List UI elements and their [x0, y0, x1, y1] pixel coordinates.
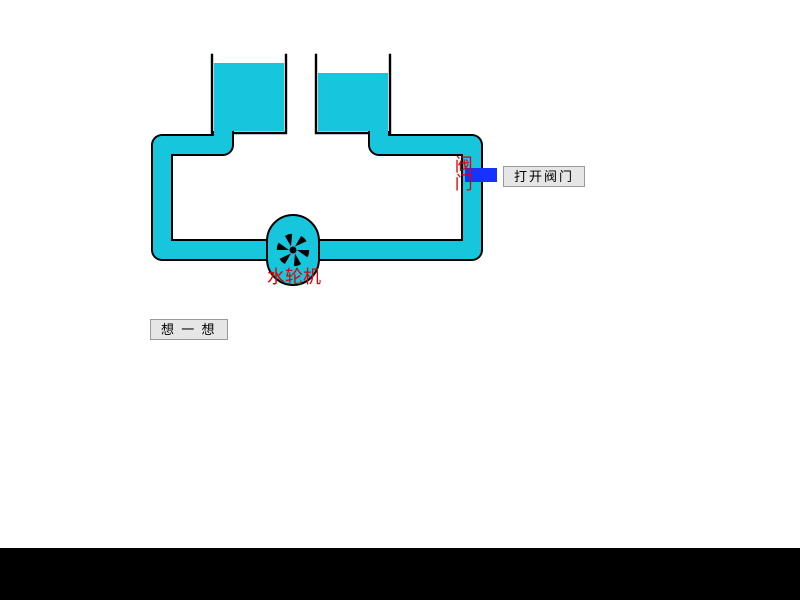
- bottom-black-bar: [0, 548, 800, 600]
- open-valve-button[interactable]: 打开阀门: [503, 166, 585, 187]
- turbine-label: 水轮机: [267, 268, 321, 288]
- valve-label: 阀门: [452, 155, 472, 191]
- think-button[interactable]: 想 一 想: [150, 319, 228, 340]
- diagram-stage: 水轮机 阀门 打开阀门 想 一 想: [0, 0, 800, 600]
- water-circuit-svg: [0, 0, 800, 600]
